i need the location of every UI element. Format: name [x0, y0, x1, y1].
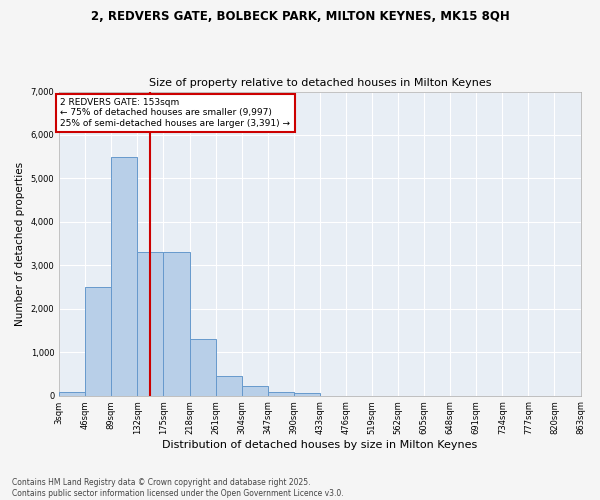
Bar — [59, 392, 85, 396]
Text: 2 REDVERS GATE: 153sqm
← 75% of detached houses are smaller (9,997)
25% of semi-: 2 REDVERS GATE: 153sqm ← 75% of detached… — [61, 98, 290, 128]
X-axis label: Distribution of detached houses by size in Milton Keynes: Distribution of detached houses by size … — [162, 440, 478, 450]
Y-axis label: Number of detached properties: Number of detached properties — [15, 162, 25, 326]
Title: Size of property relative to detached houses in Milton Keynes: Size of property relative to detached ho… — [149, 78, 491, 88]
Bar — [190, 339, 215, 396]
Bar — [85, 287, 112, 396]
Bar — [294, 394, 320, 396]
Bar — [268, 392, 294, 396]
Text: 2, REDVERS GATE, BOLBECK PARK, MILTON KEYNES, MK15 8QH: 2, REDVERS GATE, BOLBECK PARK, MILTON KE… — [91, 10, 509, 23]
Bar — [112, 156, 137, 396]
Bar — [163, 252, 190, 396]
Bar — [242, 386, 268, 396]
Bar — [215, 376, 242, 396]
Bar — [137, 252, 163, 396]
Text: Contains HM Land Registry data © Crown copyright and database right 2025.
Contai: Contains HM Land Registry data © Crown c… — [12, 478, 344, 498]
